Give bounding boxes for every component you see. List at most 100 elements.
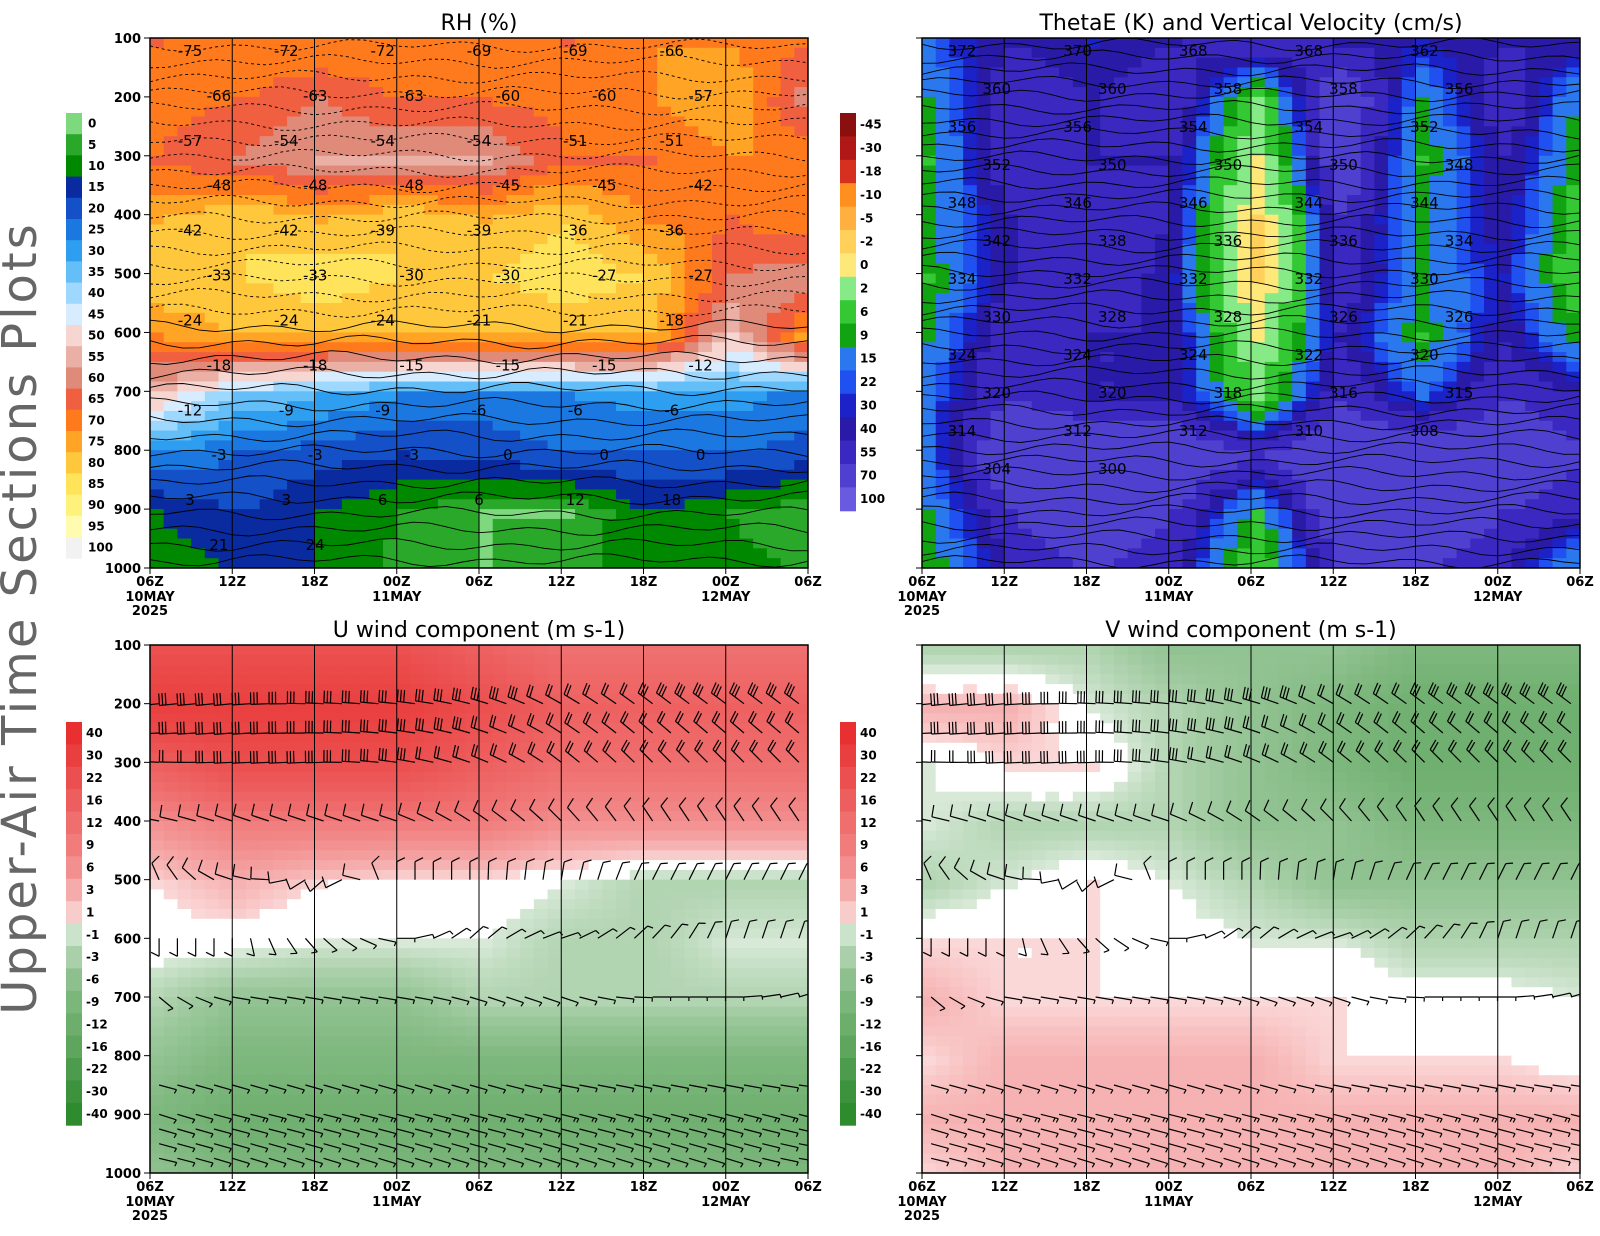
heatmap-cell	[712, 136, 727, 147]
heatmap-cell	[1196, 283, 1211, 294]
heatmap-cell	[424, 96, 439, 108]
heatmap-cell	[1004, 116, 1019, 127]
pressure-tick-label: 500	[114, 268, 141, 283]
heatmap-cell	[1319, 312, 1334, 324]
heatmap-cell	[1100, 332, 1115, 343]
heatmap-cell	[191, 558, 206, 568]
heatmap-cell	[1333, 145, 1348, 157]
heatmap-cell	[1004, 342, 1019, 353]
heatmap-cell	[643, 322, 658, 334]
heatmap-cell	[341, 420, 357, 432]
heatmap-cell	[1017, 303, 1033, 314]
heatmap-cell	[1470, 38, 1485, 49]
heatmap-cell	[753, 234, 768, 245]
heatmap-cell	[1004, 391, 1019, 402]
heatmap-cell	[1196, 430, 1211, 441]
heatmap-cell	[698, 479, 713, 491]
heatmap-cell	[437, 106, 453, 118]
heatmap-cell	[1511, 165, 1526, 176]
heatmap-cell	[479, 558, 494, 568]
heatmap-cell	[177, 460, 192, 471]
heatmap-cell	[191, 96, 206, 108]
heatmap-cell	[341, 401, 357, 412]
heatmap-cell	[712, 499, 727, 510]
heatmap-cell	[547, 47, 562, 59]
heatmap-cell	[506, 469, 521, 481]
heatmap-cell	[547, 204, 562, 216]
contour-label: -63	[399, 87, 424, 105]
heatmap-cell	[1374, 136, 1389, 147]
heatmap-cell	[1305, 381, 1321, 392]
heatmap-cell	[1264, 57, 1280, 69]
heatmap-cell	[629, 57, 645, 69]
heatmap-cell	[1484, 420, 1499, 432]
heatmap-cell	[657, 401, 672, 412]
heatmap-cell	[328, 499, 343, 510]
heatmap-cell	[1223, 195, 1238, 206]
heatmap-cell	[1292, 332, 1307, 343]
heatmap-cell	[410, 312, 425, 324]
heatmap-cell	[922, 303, 937, 314]
heatmap-cell	[533, 204, 549, 216]
heatmap-cell	[341, 489, 357, 500]
heatmap-cell	[725, 303, 741, 314]
heatmap-cell	[698, 38, 713, 49]
heatmap-cell	[1470, 312, 1485, 324]
heatmap-cell	[1168, 322, 1184, 334]
heatmap-cell	[1401, 155, 1417, 167]
heatmap-cell	[300, 528, 316, 540]
heatmap-cell	[520, 440, 535, 451]
year-label: 2025	[132, 604, 168, 619]
heatmap-cell	[314, 303, 329, 314]
date-label: 11MAY	[372, 590, 422, 605]
heatmap-cell	[533, 528, 549, 540]
heatmap-cell	[1168, 303, 1184, 314]
heatmap-cell	[725, 38, 741, 49]
heatmap-cell	[547, 322, 562, 334]
heatmap-cell	[341, 195, 357, 206]
colorbar-swatch	[66, 134, 82, 156]
heatmap-cell	[657, 558, 672, 568]
contour-label: -24	[274, 312, 299, 330]
heatmap-cell	[949, 253, 964, 265]
heatmap-cell	[739, 263, 754, 275]
heatmap-cell	[670, 57, 686, 69]
heatmap-cell	[1470, 106, 1485, 118]
heatmap-cell	[259, 57, 274, 69]
heatmap-cell	[287, 322, 302, 334]
heatmap-cell	[1429, 214, 1444, 226]
heatmap-cell	[355, 469, 370, 481]
heatmap-cell	[1538, 283, 1554, 294]
heatmap-cell	[1566, 430, 1580, 441]
heatmap-cell	[492, 204, 508, 216]
contour-label: -51	[659, 132, 684, 150]
heatmap-cell	[698, 165, 713, 176]
heatmap-cell	[547, 145, 562, 157]
heatmap-cell	[739, 116, 754, 127]
heatmap-cell	[1346, 322, 1362, 334]
heatmap-cell	[465, 460, 480, 471]
contour-label: -30	[399, 267, 424, 285]
heatmap-cell	[245, 303, 261, 314]
heatmap-cell	[437, 528, 453, 540]
heatmap-cell	[794, 342, 808, 353]
heatmap-cell	[396, 253, 412, 265]
heatmap-cell	[163, 263, 179, 275]
heatmap-cell	[1196, 116, 1211, 127]
heatmap-cell	[1429, 106, 1444, 118]
heatmap-cell	[204, 165, 220, 176]
heatmap-cell	[657, 499, 672, 510]
heatmap-cell	[355, 96, 370, 108]
heatmap-cell	[465, 293, 480, 304]
heatmap-cell	[1072, 283, 1088, 294]
heatmap-cell	[1168, 450, 1184, 461]
heatmap-cell	[698, 312, 713, 324]
heatmap-cell	[561, 195, 576, 206]
heatmap-cell	[177, 214, 192, 226]
heatmap-cell	[561, 538, 576, 549]
heatmap-cell	[1278, 253, 1293, 265]
colorbar-label: 50	[88, 329, 105, 343]
heatmap-cell	[963, 283, 978, 294]
heatmap-cell	[1223, 332, 1238, 343]
heatmap-cell	[520, 126, 535, 137]
